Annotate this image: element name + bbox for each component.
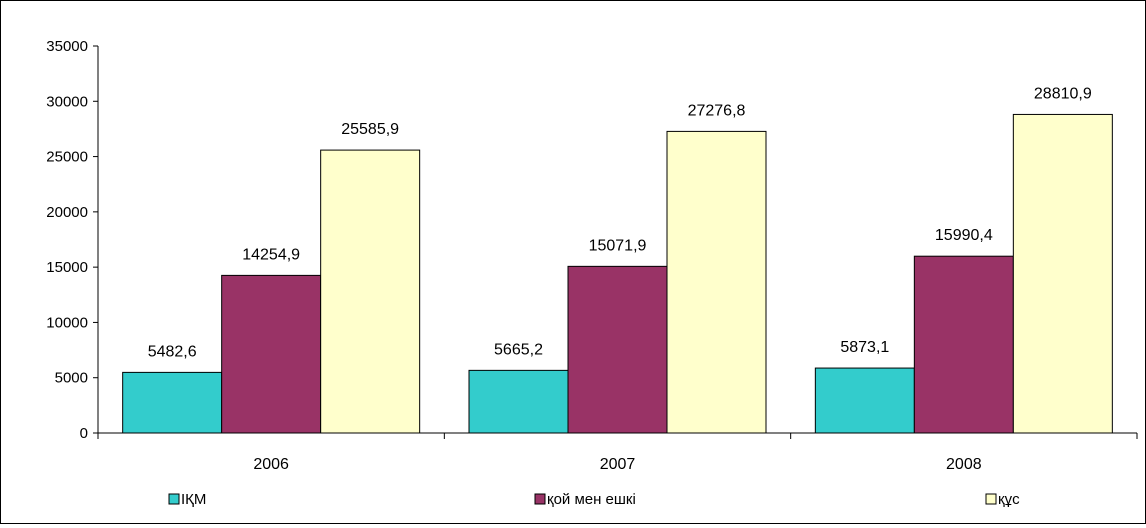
bar-3-2008 (1012, 113, 1113, 434)
bar-1-2006 (122, 371, 223, 434)
y-tick-label: 20000 (46, 204, 88, 221)
bar-3-2006 (320, 149, 421, 434)
x-category-label: 2008 (946, 456, 982, 473)
y-tick-label: 30000 (46, 93, 88, 110)
y-tick-label: 0 (80, 425, 88, 442)
legend-label: ІҚМ (181, 491, 206, 508)
bar-1-2007 (468, 369, 569, 434)
y-tick-label: 10000 (46, 314, 88, 331)
y-tick-label: 5000 (55, 370, 88, 387)
bar-2-2008 (913, 255, 1014, 434)
legend-label: құс (998, 491, 1020, 508)
data-label: 5665,2 (494, 341, 543, 358)
legend-swatch (168, 493, 180, 505)
bar-3-2007 (666, 130, 767, 434)
data-label: 28810,9 (1034, 85, 1092, 102)
legend-swatch (534, 493, 546, 505)
data-label: 27276,8 (688, 102, 746, 119)
bar-1-2008 (814, 367, 915, 434)
legend-swatch (985, 493, 997, 505)
y-tick-label: 15000 (46, 259, 88, 276)
x-category-label: 2007 (600, 456, 636, 473)
bar-2-2006 (221, 274, 322, 434)
y-tick-label: 25000 (46, 149, 88, 166)
y-tick-label: 35000 (46, 38, 88, 55)
legend-label: қой мен ешкі (547, 491, 636, 508)
data-label: 25585,9 (341, 121, 399, 138)
x-category-label: 2006 (253, 456, 289, 473)
data-label: 5873,1 (840, 339, 889, 356)
data-label: 14254,9 (242, 246, 300, 263)
data-label: 15990,4 (935, 227, 993, 244)
data-label: 5482,6 (148, 343, 197, 360)
bar-2-2007 (567, 265, 668, 434)
data-label: 15071,9 (589, 237, 647, 254)
